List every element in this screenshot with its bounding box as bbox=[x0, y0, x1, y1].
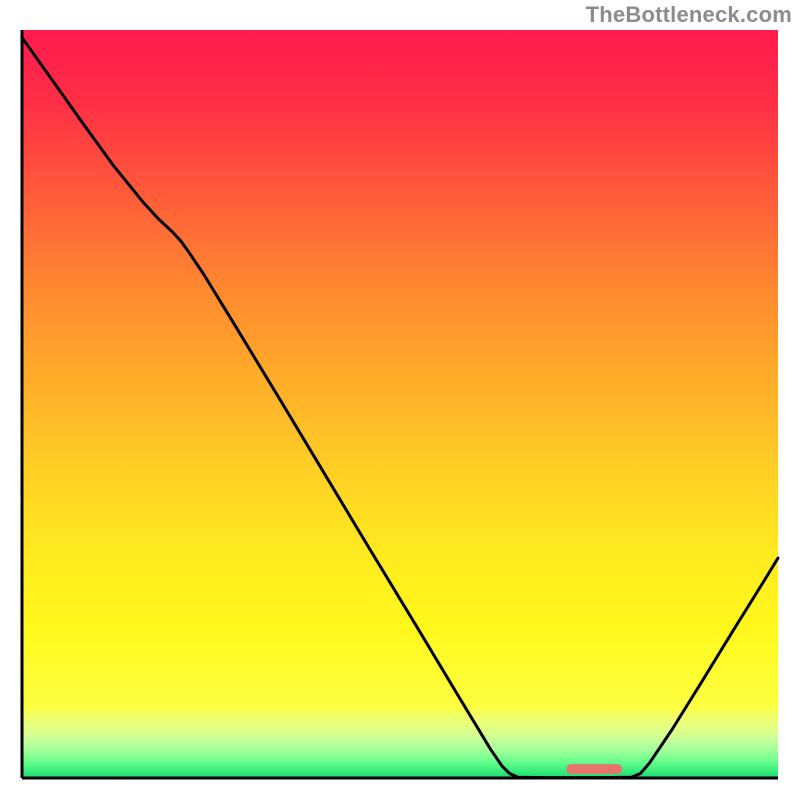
watermark-text: TheBottleneck.com bbox=[586, 2, 792, 28]
chart-container: TheBottleneck.com bbox=[0, 0, 800, 800]
plot-background bbox=[22, 30, 778, 778]
bottleneck-chart bbox=[0, 0, 800, 800]
optimal-marker bbox=[566, 764, 622, 774]
